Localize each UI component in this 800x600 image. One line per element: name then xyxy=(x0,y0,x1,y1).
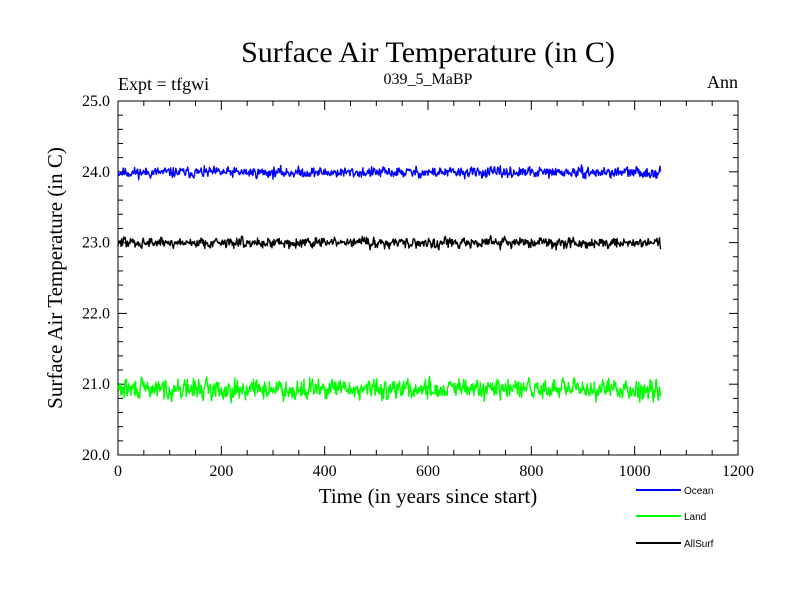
y-tick-label: 25.0 xyxy=(82,93,110,110)
series-line-land xyxy=(117,375,662,404)
y-tick-labels: 20.0 21.0 22.0 23.0 24.0 25.0 xyxy=(82,93,110,464)
legend-label-ocean: Ocean xyxy=(684,486,713,497)
series-lines xyxy=(117,164,662,404)
minor-ticks xyxy=(118,101,738,455)
y-tick-label: 21.0 xyxy=(82,376,110,393)
season-label: Ann xyxy=(707,72,738,92)
legend: Ocean Land AllSurf xyxy=(636,486,714,550)
plot-frame xyxy=(117,100,739,456)
x-tick-label: 600 xyxy=(416,463,440,480)
legend-label-land: Land xyxy=(684,512,706,523)
x-tick-label: 1200 xyxy=(722,463,754,480)
experiment-label: Expt = tfgwi xyxy=(118,74,209,94)
series-line-ocean xyxy=(117,164,662,181)
y-tick-label: 23.0 xyxy=(82,235,110,252)
y-tick-label: 22.0 xyxy=(82,305,110,322)
x-tick-label: 800 xyxy=(519,463,543,480)
x-tick-label: 1000 xyxy=(619,463,651,480)
chart-title: Surface Air Temperature (in C) xyxy=(241,36,615,69)
y-tick-label: 24.0 xyxy=(82,164,110,181)
x-tick-labels: 0 200 400 600 800 1000 1200 xyxy=(114,463,754,480)
y-tick-label: 20.0 xyxy=(82,447,110,464)
chart-subtitle: 039_5_MaBP xyxy=(384,71,473,88)
x-tick-label: 0 xyxy=(114,463,122,480)
series-line-allsurf xyxy=(117,234,662,251)
x-axis-label: Time (in years since start) xyxy=(319,484,538,508)
y-axis-label: Surface Air Temperature (in C) xyxy=(43,147,67,409)
x-tick-label: 200 xyxy=(209,463,233,480)
legend-label-allsurf: AllSurf xyxy=(684,539,714,550)
major-ticks xyxy=(117,100,739,456)
x-tick-label: 400 xyxy=(313,463,337,480)
